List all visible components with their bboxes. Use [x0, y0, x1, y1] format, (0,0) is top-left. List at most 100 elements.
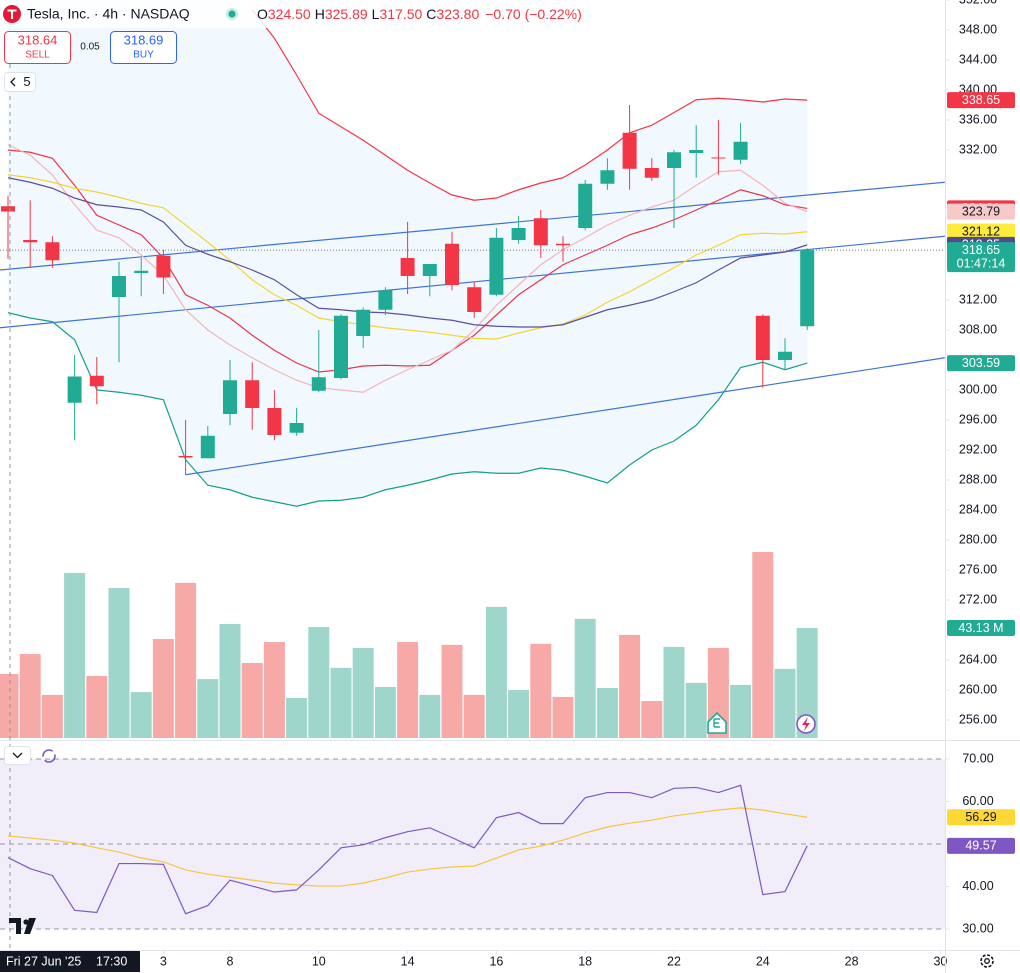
- y-tick-label: 272.00: [959, 592, 997, 606]
- y-tick-label: 336.00: [959, 112, 997, 126]
- header: Tesla, Inc. · 4h · NASDAQ O324.50 H325.89…: [0, 0, 620, 28]
- candle-body: [23, 240, 38, 243]
- event-bolt[interactable]: [802, 717, 810, 731]
- h-value: 325.89: [325, 6, 368, 22]
- x-tick-label: 16: [489, 954, 503, 968]
- candle-body: [578, 183, 593, 228]
- buy-price[interactable]: 318.69: [124, 32, 164, 47]
- buy-box[interactable]: [110, 31, 177, 64]
- volume-bar: [41, 694, 63, 738]
- volume-bar: [508, 690, 530, 738]
- earnings-icon[interactable]: [707, 711, 727, 734]
- y-tick-label: 300.00: [959, 382, 997, 396]
- c-value: 323.80: [436, 6, 479, 22]
- toggle-box[interactable]: [4, 72, 36, 92]
- y-tick-label: 276.00: [959, 562, 997, 576]
- gear-hub[interactable]: [984, 958, 990, 964]
- o-value: 324.50: [268, 6, 311, 22]
- volume-bar: [352, 647, 374, 738]
- rsi-ma-line: [7, 807, 808, 887]
- volume-bar: [485, 606, 507, 738]
- tv-logo[interactable]: [9, 918, 36, 934]
- tv-logo-7[interactable]: [9, 918, 21, 934]
- volume-bar: [774, 668, 796, 738]
- main-pane: [0, 0, 945, 738]
- volume-bar: [397, 642, 419, 738]
- volume-bar: [552, 696, 574, 738]
- settings[interactable]: [980, 954, 994, 968]
- y-tick-label: 280.00: [959, 532, 997, 546]
- series-last-value-bg: [947, 355, 1015, 372]
- y-tick-label: 344.00: [959, 52, 997, 66]
- candle-body: [223, 380, 237, 414]
- sell-label[interactable]: SELL: [25, 50, 50, 61]
- gear-teeth[interactable]: [980, 954, 994, 968]
- tv-logo-v[interactable]: [24, 918, 36, 934]
- candle-body: [445, 243, 459, 285]
- y-tick-label: 348.00: [959, 22, 997, 36]
- sell-box[interactable]: [4, 31, 71, 64]
- candle-body: [556, 243, 570, 246]
- rsi-controls[interactable]: [4, 746, 56, 765]
- volume-bar: [463, 694, 485, 738]
- candle-body: [267, 408, 282, 435]
- candle-body: [600, 170, 615, 184]
- series-last-value-bg: [947, 92, 1015, 109]
- rsi-last-value: 49.57: [965, 839, 996, 853]
- l-value: 317.50: [379, 6, 422, 22]
- candle-body: [422, 264, 437, 276]
- y-tick-label: 256.00: [959, 712, 997, 726]
- volume-bar: [0, 673, 19, 738]
- candle-body: [245, 380, 260, 408]
- interval-count[interactable]: 5: [23, 74, 30, 89]
- event-icon[interactable]: [796, 714, 816, 734]
- earnings-letter[interactable]: [713, 718, 720, 728]
- volume-last-value-bg: [947, 619, 1015, 636]
- tv-logo-dot[interactable]: [23, 919, 29, 925]
- axes: 352.00 348.00 344.00 3 40.00 336.00 332.00 312.…: [160, 0, 1015, 968]
- volume-bar: [641, 701, 663, 738]
- candle-body: [778, 351, 792, 360]
- x-tick-label: 18: [578, 954, 592, 968]
- candle-body: [689, 150, 704, 153]
- crosshair-date: Fri 27 Jun '25: [6, 954, 81, 968]
- buy-label[interactable]: BUY: [133, 50, 154, 61]
- volume-bar: [796, 627, 818, 738]
- indicator-line: [7, 174, 808, 340]
- rsi-last-value-bg: [947, 837, 1015, 854]
- volume-bar: [197, 679, 219, 738]
- symbol-title: Tesla, Inc. · 4h · NASDAQ: [27, 6, 190, 22]
- series-last-value: 321.12: [962, 224, 1000, 238]
- refresh-icon[interactable]: [42, 749, 56, 763]
- rsi-tick-label: 30.00: [962, 921, 993, 935]
- h-key: H: [315, 6, 325, 22]
- volume-bar: [707, 647, 729, 738]
- sell-price[interactable]: 318.64: [18, 32, 58, 47]
- buy-button[interactable]: 318.69 BUY: [110, 31, 177, 64]
- candle-body: [67, 376, 82, 403]
- rsi-ma-last-value-bg: [947, 809, 1015, 826]
- candle-body: [178, 456, 193, 458]
- chevron-icon[interactable]: [10, 77, 16, 87]
- collapse-icon[interactable]: [12, 752, 23, 759]
- indicator-line: [7, 312, 808, 507]
- y-tick-label: 260.00: [959, 682, 997, 696]
- x-tick-label: 22: [667, 954, 681, 968]
- candle-body: [289, 423, 304, 433]
- collapse-box[interactable]: [4, 746, 31, 765]
- volume-bar: [663, 646, 685, 738]
- volume-bar: [241, 662, 263, 738]
- candle-body: [667, 152, 681, 168]
- interval-toggle[interactable]: 5: [4, 72, 36, 92]
- volume-bar: [108, 587, 130, 738]
- candle-body: [400, 258, 415, 276]
- volume-bar: [374, 686, 396, 738]
- volume-bar: [130, 692, 152, 738]
- volume-bar: [730, 684, 752, 738]
- last-price-bg: [947, 242, 1015, 273]
- x-tick-label: 8: [227, 954, 234, 968]
- volume-bar: [596, 687, 618, 738]
- sell-button[interactable]: 318.64 SELL: [4, 31, 71, 64]
- x-tick-label: 14: [401, 954, 415, 968]
